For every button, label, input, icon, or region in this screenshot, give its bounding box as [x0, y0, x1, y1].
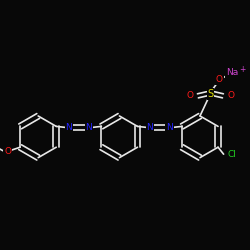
Text: Cl: Cl — [228, 150, 237, 159]
Text: O: O — [216, 75, 223, 84]
Text: +: + — [239, 65, 245, 74]
Text: Na: Na — [226, 68, 238, 78]
Text: N: N — [166, 123, 173, 132]
Text: S: S — [207, 89, 214, 99]
Text: N: N — [65, 123, 72, 132]
Text: O: O — [4, 147, 11, 156]
Text: O: O — [228, 91, 235, 100]
Text: O: O — [186, 91, 193, 100]
Text: N: N — [86, 123, 92, 132]
Text: N: N — [146, 123, 153, 132]
